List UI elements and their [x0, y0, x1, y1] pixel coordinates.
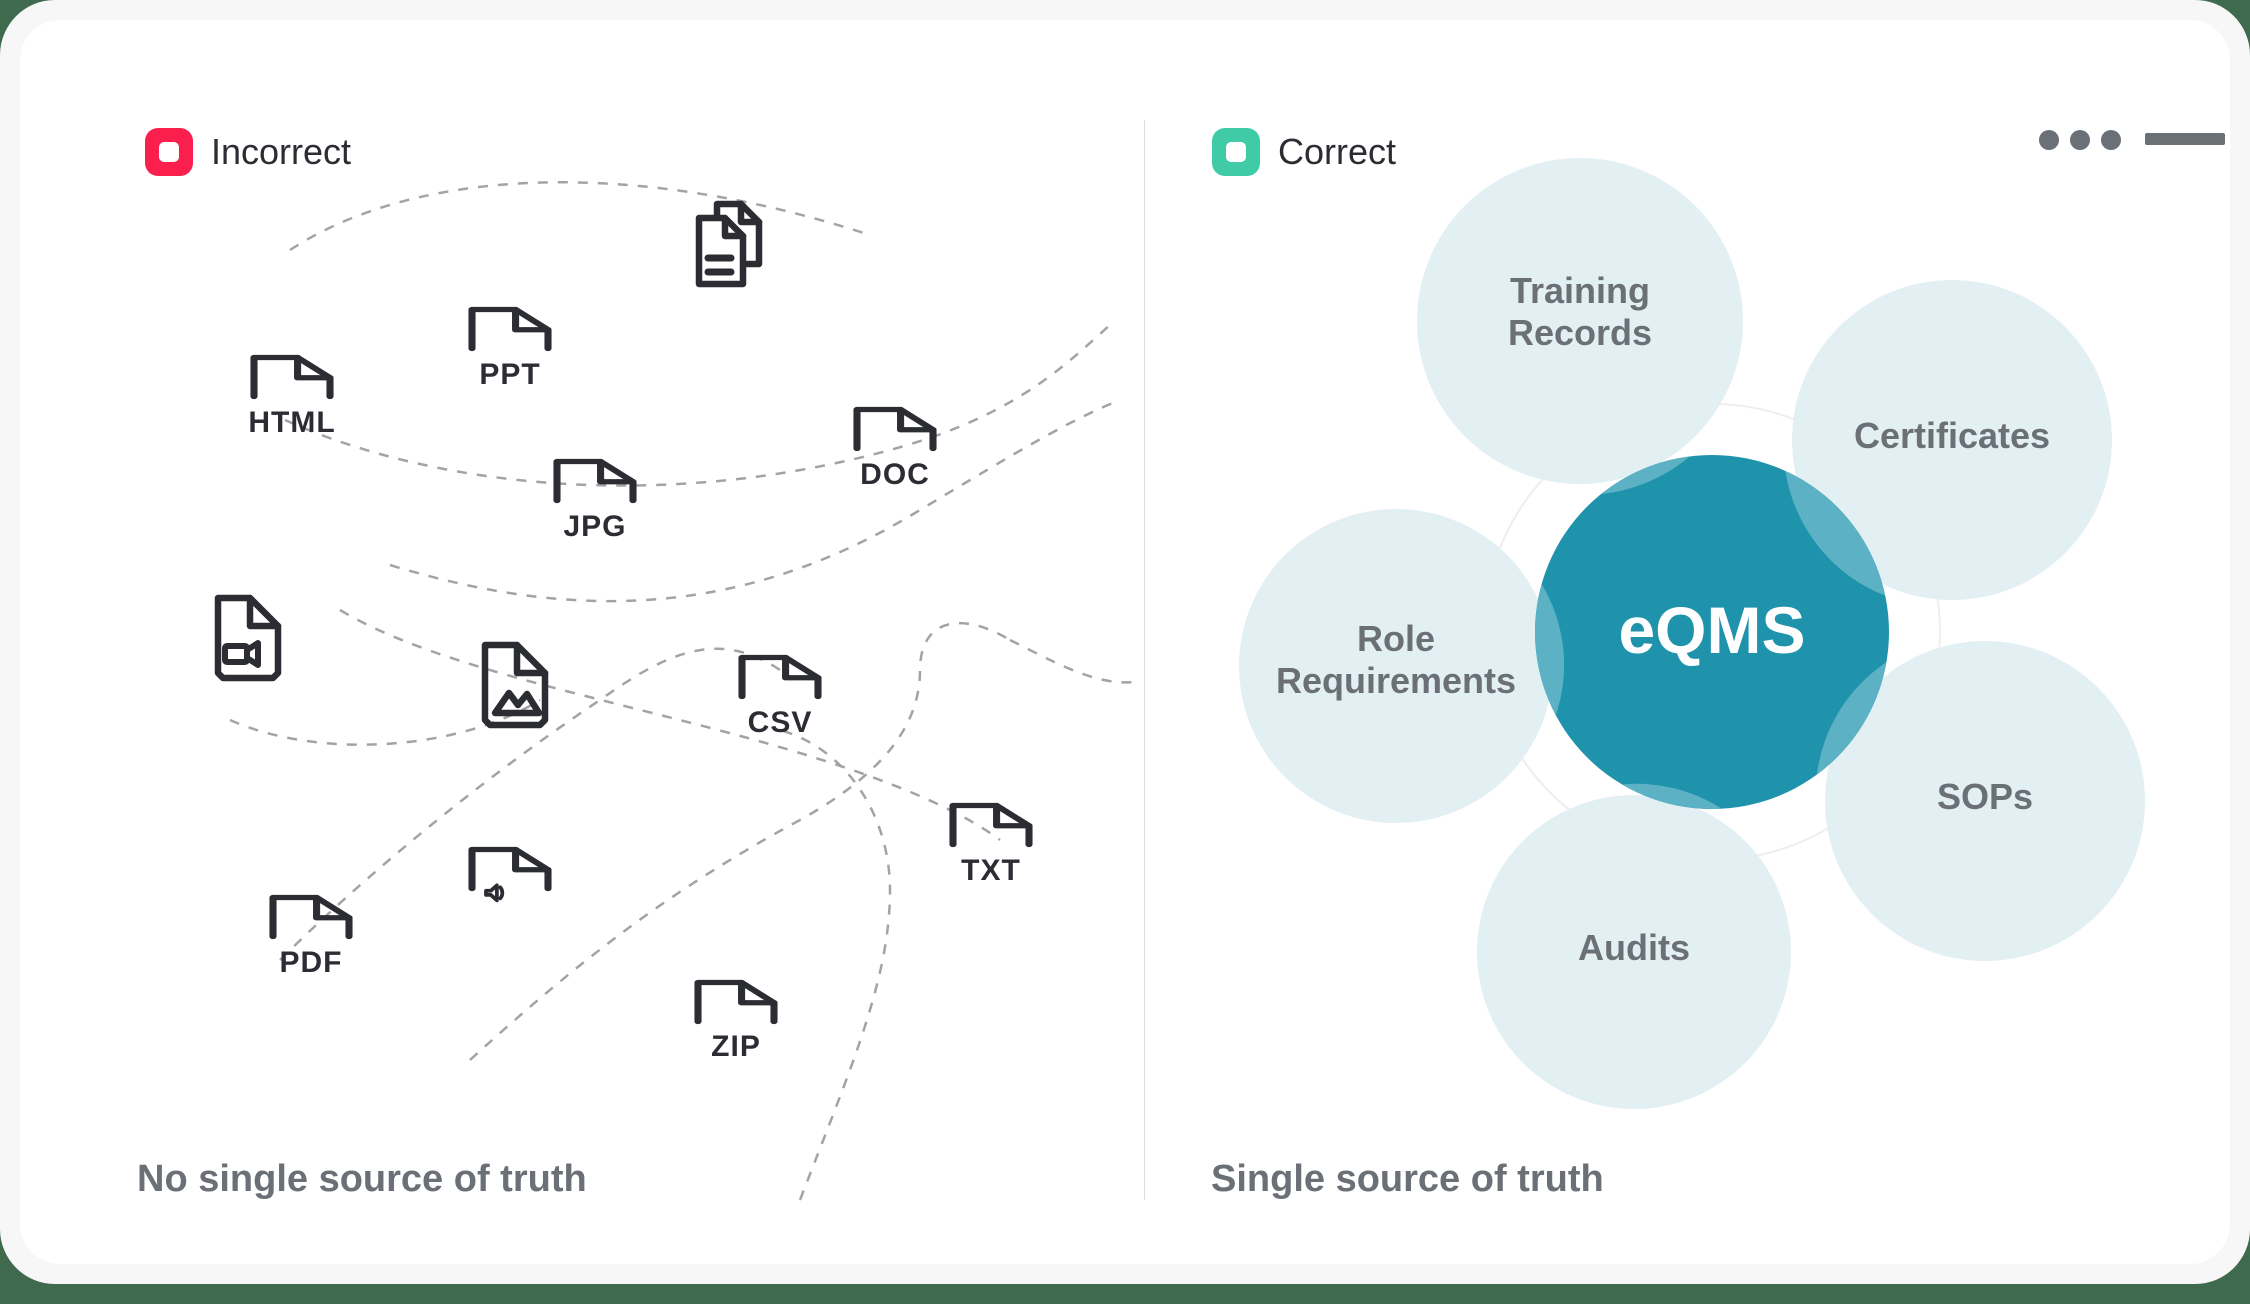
- svg-text:eQMS: eQMS: [1618, 593, 1805, 667]
